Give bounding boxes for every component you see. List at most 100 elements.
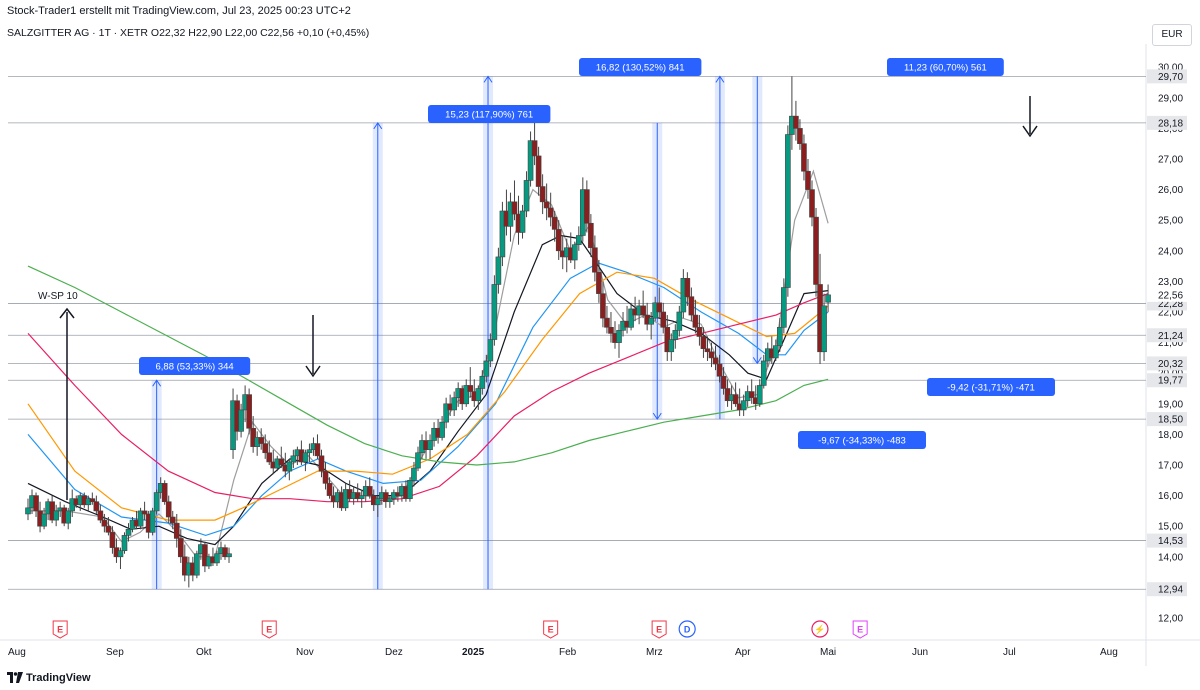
candle-body[interactable] [712, 357, 719, 365]
candle-body[interactable] [604, 317, 610, 328]
candle-body[interactable] [137, 510, 144, 527]
candle-body[interactable] [374, 498, 381, 506]
candle-body[interactable] [463, 385, 470, 405]
earnings-marker-icon[interactable] [543, 620, 559, 639]
candle-body[interactable] [555, 229, 562, 252]
candle-body[interactable] [596, 271, 602, 294]
candle-body[interactable] [487, 339, 494, 362]
candle-body[interactable] [600, 293, 606, 319]
candle-body[interactable] [571, 244, 578, 261]
candle-body[interactable] [117, 550, 124, 558]
candle-body[interactable] [692, 314, 699, 328]
candle-body[interactable] [511, 201, 518, 215]
candle-body[interactable] [238, 409, 244, 432]
candle-body[interactable] [53, 510, 59, 521]
candle-body[interactable] [258, 437, 264, 444]
candle-body[interactable] [793, 115, 799, 129]
candle-body[interactable] [411, 467, 417, 481]
candle-body[interactable] [483, 360, 490, 377]
candle-body[interactable] [266, 452, 273, 463]
measure-label-box[interactable] [927, 378, 1055, 396]
candle-body[interactable] [716, 363, 723, 377]
candle-body[interactable] [479, 375, 486, 389]
candle-body[interactable] [415, 452, 421, 469]
measure-label-box[interactable] [139, 357, 251, 375]
candle-body[interactable] [640, 305, 646, 316]
candle-body[interactable] [785, 134, 791, 288]
candle-body[interactable] [467, 385, 474, 392]
candle-body[interactable] [25, 507, 31, 515]
candle-body[interactable] [523, 180, 530, 212]
candle-body[interactable] [576, 235, 582, 245]
candle-body[interactable] [41, 513, 47, 527]
candle-body[interactable] [278, 458, 285, 466]
candle-body[interactable] [656, 302, 663, 313]
measure-label-box[interactable] [428, 105, 551, 123]
candle-body[interactable] [322, 470, 329, 484]
candle-body[interactable] [543, 201, 550, 209]
earnings-marker-icon[interactable] [52, 620, 68, 639]
candle-body[interactable] [222, 547, 228, 558]
candle-body[interactable] [491, 284, 498, 340]
candle-body[interactable] [756, 385, 763, 405]
candle-body[interactable] [781, 287, 787, 328]
candle-body[interactable] [177, 538, 184, 558]
candle-body[interactable] [539, 186, 546, 203]
candle-body[interactable] [173, 522, 180, 539]
candle-body[interactable] [121, 535, 128, 551]
candle-body[interactable] [214, 553, 220, 564]
earnings-marker-icon[interactable] [852, 620, 868, 639]
candle-body[interactable] [592, 247, 598, 273]
candle-body[interactable] [688, 296, 695, 316]
split-marker-icon[interactable] [811, 620, 829, 638]
candle-body[interactable] [551, 216, 558, 230]
candle-body[interactable] [499, 210, 506, 258]
candle-body[interactable] [383, 492, 389, 503]
candle-body[interactable] [519, 210, 526, 233]
candle-body[interactable] [584, 189, 590, 224]
earnings-marker-icon[interactable] [651, 620, 667, 639]
candle-body[interactable] [495, 256, 502, 285]
candle-body[interactable] [704, 348, 711, 353]
candle-body[interactable] [89, 498, 96, 503]
candle-body[interactable] [773, 345, 779, 359]
measure-label-box[interactable] [887, 58, 1004, 76]
candle-body[interactable] [358, 495, 365, 499]
candle-body[interactable] [65, 510, 72, 524]
candle-body[interactable] [700, 336, 707, 350]
candle-body[interactable] [427, 440, 433, 450]
candle-body[interactable] [813, 216, 819, 285]
candle-body[interactable] [93, 501, 100, 512]
candle-body[interactable] [314, 443, 321, 457]
candle-body[interactable] [290, 455, 297, 463]
candle-body[interactable] [125, 528, 132, 536]
candle-body[interactable] [616, 330, 622, 343]
candle-body[interactable] [439, 421, 445, 438]
candle-body[interactable] [588, 222, 594, 249]
candle-body[interactable] [777, 326, 783, 346]
candle-body[interactable] [141, 510, 148, 515]
candle-body[interactable] [527, 140, 534, 181]
candle-body[interactable] [708, 351, 715, 359]
candle-body[interactable] [475, 388, 482, 402]
candle-body[interactable] [668, 339, 675, 353]
candle-body[interactable] [194, 553, 200, 576]
candle-body[interactable] [720, 375, 727, 389]
candle-body[interactable] [318, 455, 325, 472]
candle-body[interactable] [306, 449, 313, 454]
candle-body[interactable] [165, 501, 172, 518]
earnings-marker-icon[interactable] [261, 620, 277, 639]
candle-body[interactable] [825, 294, 831, 303]
candle-body[interactable] [202, 544, 208, 567]
candle-body[interactable] [109, 532, 116, 548]
candle-body[interactable] [326, 483, 333, 496]
candle-body[interactable] [286, 461, 293, 472]
candle-body[interactable] [628, 308, 634, 328]
candle-body[interactable] [149, 510, 156, 533]
candle-body[interactable] [740, 400, 747, 411]
candle-body[interactable] [443, 403, 449, 423]
candle-body[interactable] [407, 479, 413, 499]
measure-label-box[interactable] [579, 58, 702, 76]
candle-body[interactable] [451, 397, 457, 411]
